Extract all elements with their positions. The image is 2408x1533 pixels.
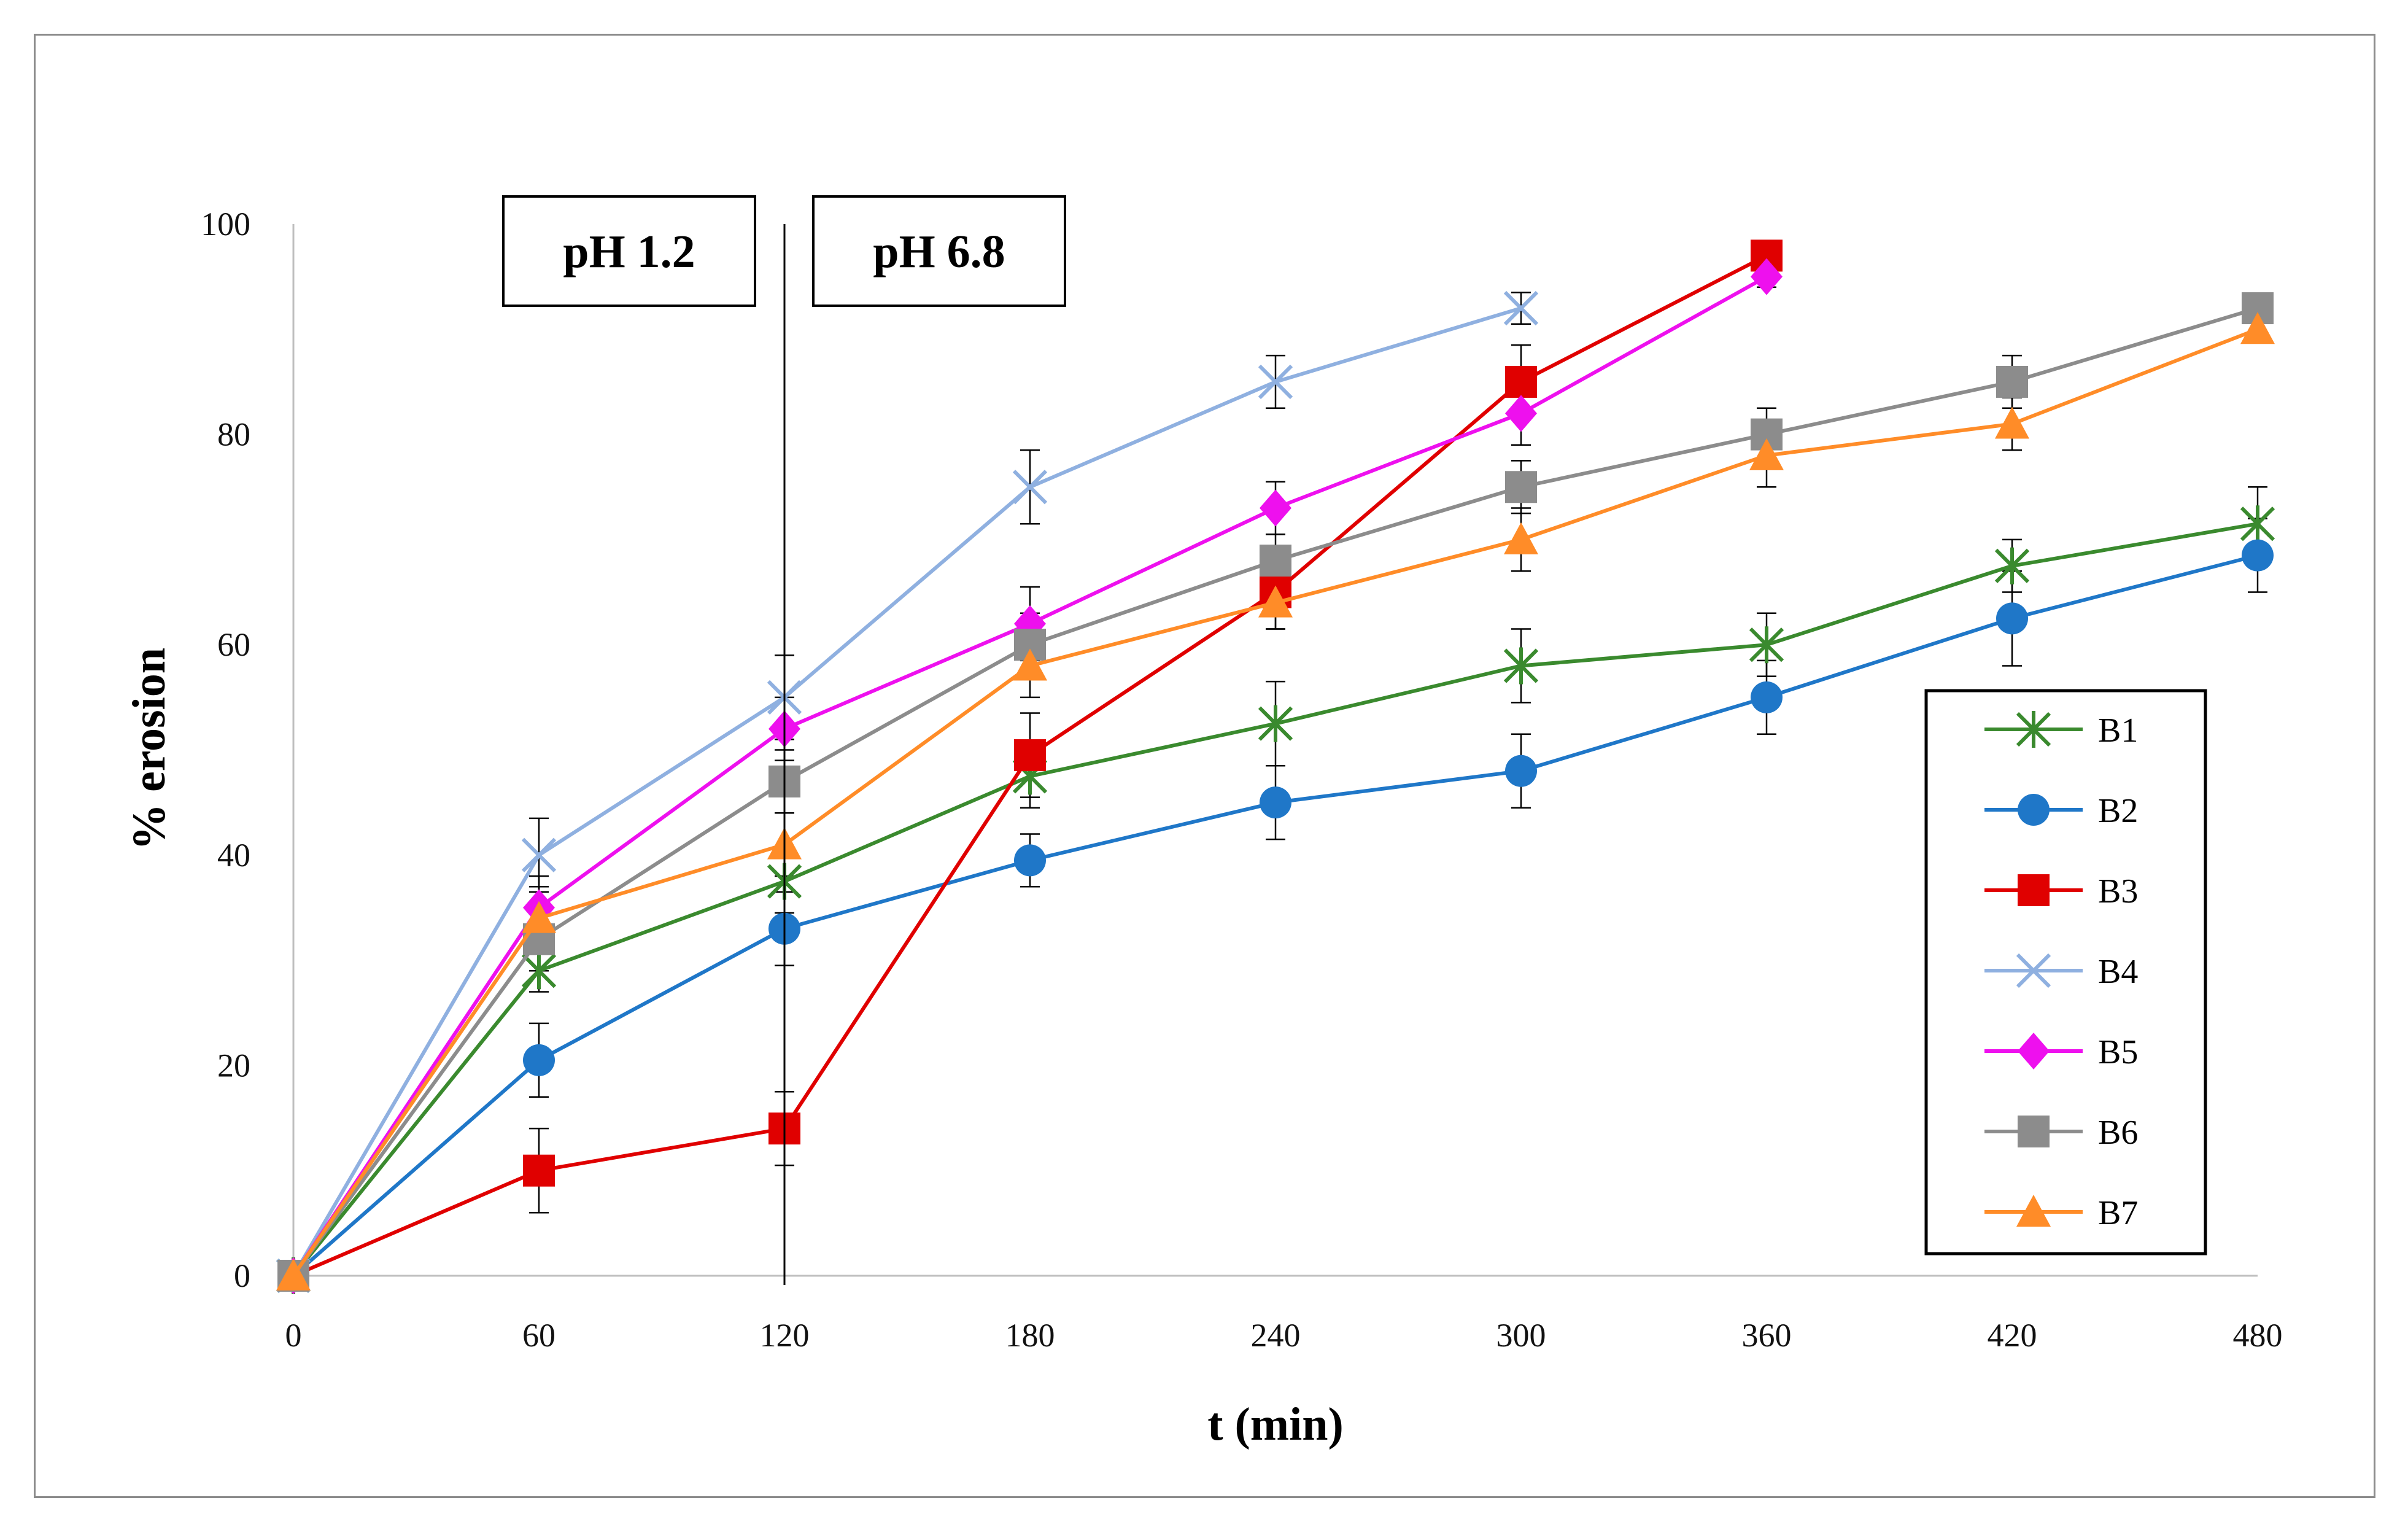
legend-label-b6: B6: [2098, 1114, 2138, 1152]
legend-label-b4: B4: [2098, 953, 2138, 991]
data-point-b7: [276, 1259, 311, 1290]
data-point-b7: [522, 901, 556, 933]
x-tick-label: 120: [760, 1317, 810, 1354]
data-point-b1: [1994, 547, 2030, 584]
x-tick-label: 180: [1005, 1317, 1055, 1354]
data-point-b2: [523, 1044, 555, 1076]
data-point-b4: [1503, 290, 1539, 326]
data-point-b4: [521, 837, 557, 872]
data-point-b3: [523, 1154, 555, 1187]
series-layer: [276, 239, 2275, 1294]
legend-marker-b7: [2016, 1195, 2051, 1227]
data-point-b1: [521, 952, 557, 990]
ph-label-box: [502, 195, 756, 307]
legend: B1 B2 B3 B4 B5 B6 B7: [1924, 689, 2207, 1256]
y-tick-label: 0: [234, 1257, 250, 1294]
y-tick-label: 100: [201, 206, 250, 243]
data-point-b7: [1749, 438, 1784, 470]
y-tick-label: 40: [217, 837, 250, 874]
data-point-b1: [2240, 505, 2275, 543]
ph-label: pH 6.8: [873, 226, 1005, 277]
x-tick-label: 60: [522, 1317, 556, 1354]
legend-marker-b4: [2016, 953, 2051, 988]
x-tick-label: 360: [1742, 1317, 1792, 1354]
data-point-b2: [1014, 844, 1046, 877]
data-point-b7: [1258, 585, 1293, 618]
x-tick-label: 480: [2233, 1317, 2283, 1354]
data-point-b3: [1505, 365, 1537, 398]
legend-label-b2: B2: [2098, 792, 2138, 830]
data-point-b7: [1995, 406, 2029, 439]
data-point-b6: [1505, 471, 1537, 503]
data-point-b1: [1749, 626, 1784, 664]
legend-marker-b6: [2018, 1116, 2050, 1147]
legend-label-b3: B3: [2098, 872, 2138, 910]
data-point-b6: [1260, 545, 1291, 577]
data-point-b4: [1012, 470, 1048, 505]
data-point-b2: [1260, 786, 1291, 819]
legend-marker-b5: [2018, 1033, 2050, 1069]
x-axis-title: t (min): [1207, 1399, 1344, 1450]
legend-marker-b3: [2018, 874, 2050, 906]
x-tick-label: 0: [285, 1317, 302, 1354]
data-point-b2: [2242, 539, 2274, 572]
data-point-b5: [1505, 395, 1537, 432]
ph-label-box: [812, 195, 1066, 307]
data-point-b7: [1013, 648, 1047, 681]
x-tick-label: 420: [1988, 1317, 2037, 1354]
axes-layer: 0 60 120 180 240 300 360 420 480 0 20 40 60 80 100 t (m…: [123, 206, 2283, 1450]
legend-label-b1: B1: [2098, 712, 2138, 750]
y-tick-label: 80: [217, 416, 250, 453]
data-point-b2: [1996, 602, 2028, 635]
legend-marker-b2: [2018, 794, 2050, 826]
y-tick-label: 20: [217, 1047, 250, 1084]
data-point-b1: [1503, 647, 1539, 685]
data-point-b2: [1505, 755, 1537, 787]
legend-label-b7: B7: [2098, 1194, 2138, 1232]
y-axis-title: % erosion: [123, 648, 175, 850]
data-point-b5: [1260, 489, 1291, 527]
data-point-b7: [2240, 312, 2275, 344]
x-tick-label: 300: [1496, 1317, 1546, 1354]
y-tick-label: 60: [217, 626, 250, 663]
data-point-b3: [1014, 739, 1046, 772]
legend-marker-b1: [2016, 711, 2051, 748]
data-point-b7: [1504, 522, 1538, 554]
ph-label: pH 1.2: [563, 226, 695, 277]
data-point-b1: [1258, 705, 1293, 742]
legend-label-b5: B5: [2098, 1033, 2138, 1071]
series-line-b4: [292, 306, 1522, 1277]
x-tick-label: 240: [1251, 1317, 1301, 1354]
data-point-b2: [1751, 681, 1783, 713]
data-point-b4: [1258, 364, 1293, 400]
annotation-layer: pH 1.2 pH 6.8: [502, 195, 1066, 1285]
data-point-b5: [1751, 258, 1783, 295]
data-point-b6: [1996, 365, 2028, 398]
